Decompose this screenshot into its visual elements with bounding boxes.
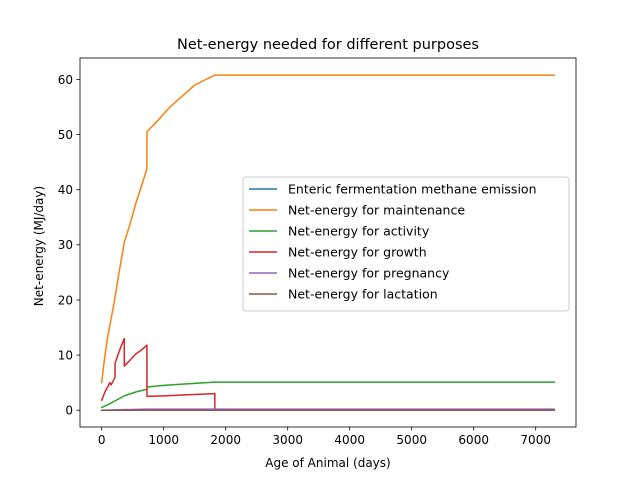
y-axis-title: Net-energy (MJ/day) [32, 186, 46, 306]
series-line-3 [100, 381, 556, 409]
series-line-2 [100, 74, 556, 384]
x-tick-label: 7000 [520, 433, 551, 447]
plot-area [100, 74, 556, 411]
axes: 0 1000 2000 3000 4000 5000 6000 7000 0 10 20 30 40 50… [58, 57, 577, 447]
legend-label-5: Net-energy for pregnancy [288, 266, 450, 281]
x-tick-label: 0 [98, 433, 106, 447]
y-tick-label: 10 [58, 348, 73, 362]
plot-frame [79, 57, 577, 428]
y-tick-label: 40 [58, 183, 73, 197]
y-tick-label: 0 [65, 403, 73, 417]
legend-label-2: Net-energy for maintenance [288, 203, 465, 218]
legend: Enteric fermentation methane emission Net… [242, 176, 570, 312]
y-tick-label: 60 [58, 73, 73, 87]
x-tick-label: 2000 [210, 433, 241, 447]
series-line-4 [100, 337, 556, 411]
x-tick-label: 5000 [396, 433, 427, 447]
x-axis-title: Age of Animal (days) [265, 456, 390, 470]
legend-label-4: Net-energy for growth [288, 245, 427, 260]
x-tick-label: 6000 [458, 433, 489, 447]
chart-title: Net-energy needed for different purposes [177, 37, 479, 53]
y-tick-label: 20 [58, 293, 73, 307]
legend-label-3: Net-energy for activity [288, 224, 430, 239]
legend-label-1: Enteric fermentation methane emission [288, 182, 537, 197]
legend-box [242, 176, 570, 312]
y-tick-label: 50 [58, 128, 73, 142]
y-tick-label: 30 [58, 238, 73, 252]
legend-label-6: Net-energy for lactation [288, 287, 438, 302]
x-tick-label: 4000 [334, 433, 365, 447]
x-tick-label: 3000 [272, 433, 303, 447]
x-tick-label: 1000 [148, 433, 179, 447]
